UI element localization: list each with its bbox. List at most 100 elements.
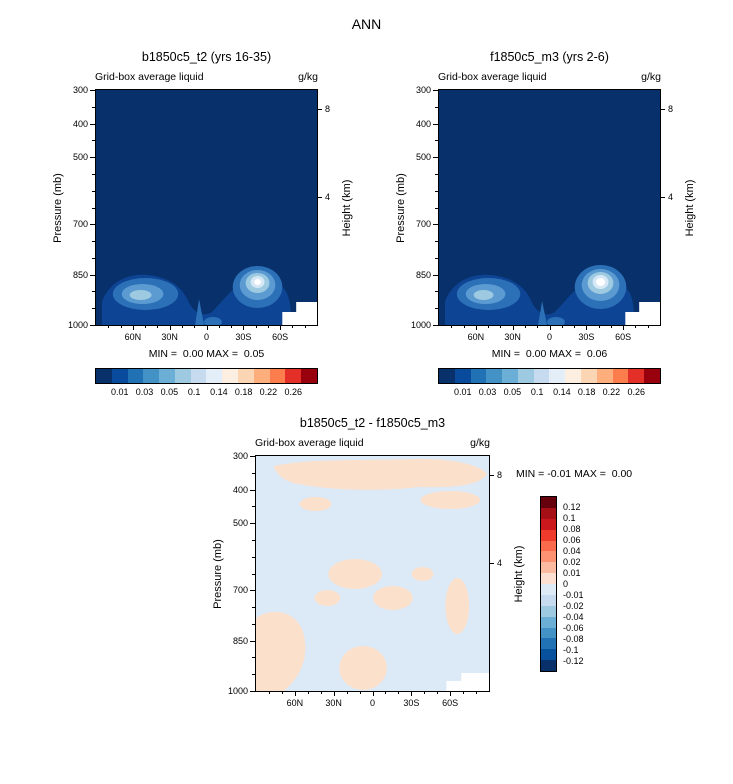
pressure-minor-tick <box>252 539 255 541</box>
difference-colorbar: 0.12 0.1 0.08 0.06 0.04 0.02 0.01 0 -0.01 -0.02 -0… <box>540 496 584 672</box>
latitude-minor-tick <box>267 325 269 328</box>
colorbar-cell <box>565 369 582 383</box>
pressure-minor-tick <box>92 207 95 209</box>
latitude-minor-tick <box>145 325 147 328</box>
colorbar-tick-label: 0.1 <box>530 387 544 397</box>
colorbar-cell <box>439 369 455 383</box>
panel-title: b1850c5_t2 - f1850c5_m3 <box>299 416 446 430</box>
height-tick-mark <box>489 562 494 564</box>
pressure-axis-label: Pressure (mb) <box>395 172 407 243</box>
colorbar-cell <box>612 369 629 383</box>
pressure-minor-tick <box>252 607 255 609</box>
latitude-minor-tick <box>463 325 465 328</box>
min-max-stats: MIN = 0.00 MAX = 0.05 <box>148 348 265 360</box>
latitude-minor-tick <box>476 691 478 694</box>
latitude-minor-tick <box>598 325 600 328</box>
colorbar-cell <box>541 540 556 552</box>
min-max-stats: MIN = -0.01 MAX = 0.00 <box>516 468 633 480</box>
latitude-minor-tick <box>194 325 196 328</box>
latitude-minor-tick <box>181 325 183 328</box>
pressure-tick-label: 400 <box>72 118 88 129</box>
colorbar-tick-label: -0.02 <box>563 601 584 611</box>
latitude-minor-tick <box>307 691 309 694</box>
colorbar-tick-label: -0.01 <box>563 590 584 600</box>
subtitle-row: Grid-box average liquid g/kg <box>255 437 490 449</box>
colorbar-cell <box>502 369 518 383</box>
min-max-stats: MIN = 0.00 MAX = 0.06 <box>491 348 608 360</box>
colorbar-tick-label: 0.05 <box>160 387 179 397</box>
latitude-minor-tick <box>500 325 502 328</box>
pressure-tick-mark <box>250 456 255 457</box>
latitude-tick-mark <box>450 691 452 696</box>
latitude-minor-tick <box>610 325 612 328</box>
field-label: Grid-box average liquid <box>255 437 364 449</box>
pressure-minor-tick <box>435 173 438 175</box>
height-tick-mark <box>489 474 494 476</box>
colorbar-cell <box>581 369 597 383</box>
colorbar-cell <box>541 594 556 606</box>
colorbar-tick-label: 0.14 <box>210 387 228 397</box>
positive-diff-band <box>273 458 488 490</box>
colorbar-tick-label: 0.06 <box>563 535 581 545</box>
latitude-tick-mark <box>333 691 335 696</box>
colorbar-tick-label: 0.26 <box>627 387 645 397</box>
pressure-tick-label: 850 <box>232 635 248 646</box>
pressure-tick-label: 700 <box>232 585 248 596</box>
colorbar-tick-label: 0.1 <box>563 513 576 523</box>
pressure-minor-tick <box>435 241 438 243</box>
colorbar-cell <box>470 369 487 383</box>
pressure-minor-tick <box>252 657 255 659</box>
colorbar-cell <box>253 369 270 383</box>
colorbar-tick-label: 0.05 <box>503 387 522 397</box>
pressure-tick-mark <box>250 523 255 525</box>
topography-mask <box>282 302 317 325</box>
colorbar-tick-label: -0.12 <box>563 656 584 666</box>
latitude-minor-tick <box>524 325 526 328</box>
colorbar-cell <box>174 369 191 383</box>
colorbar-cell <box>111 369 128 383</box>
colorbar-cell <box>143 369 160 383</box>
panel-case2: f1850c5_m3 (yrs 2-6) Grid-box average li… <box>395 50 696 399</box>
pressure-tick-mark <box>90 157 95 159</box>
pressure-tick-label: 850 <box>72 269 88 280</box>
latitude-minor-tick <box>463 691 465 694</box>
latitude-minor-tick <box>635 325 637 328</box>
latitude-tick-mark <box>280 325 282 330</box>
pressure-minor-tick <box>92 190 95 192</box>
latitude-tick-label: 30N <box>504 332 521 342</box>
latitude-minor-tick <box>292 325 294 328</box>
pressure-minor-tick <box>92 308 95 310</box>
latitude-minor-tick <box>451 325 453 328</box>
pressure-tick-label: 500 <box>415 152 431 163</box>
height-tick-label: 4 <box>497 557 503 568</box>
pressure-axis-label: Pressure (mb) <box>52 172 64 243</box>
latitude-minor-tick <box>120 325 122 328</box>
latitude-minor-tick <box>255 325 257 328</box>
height-axis-label: Height (km) <box>684 179 696 236</box>
pressure-tick-label: 500 <box>72 152 88 163</box>
contour-field <box>439 90 660 325</box>
height-axis-label: Height (km) <box>341 179 353 236</box>
latitude-minor-tick <box>424 691 426 694</box>
colorbar-labels: 0.12 0.1 0.08 0.06 0.04 0.02 0.01 0 -0.01 -0.02 -0… <box>563 496 607 672</box>
pressure-tick-mark <box>90 325 95 326</box>
pressure-tick-mark <box>90 123 95 125</box>
latitude-tick-mark <box>475 325 477 330</box>
pressure-tick-label: 500 <box>232 518 248 529</box>
latitude-tick-label: 30S <box>235 332 252 342</box>
latitude-minor-tick <box>437 691 439 694</box>
latitude-tick-mark <box>169 325 171 330</box>
latitude-tick-mark <box>549 325 551 330</box>
height-tick-mark <box>317 196 322 198</box>
units-label: g/kg <box>470 437 490 449</box>
latitude-minor-tick <box>281 691 283 694</box>
colorbar-cell <box>644 369 660 383</box>
latitude-tick-mark <box>206 325 208 330</box>
latitude-minor-tick <box>231 325 233 328</box>
latitude-minor-tick <box>346 691 348 694</box>
colorbar-tick-label: 0.02 <box>563 557 581 567</box>
height-tick-label: 4 <box>325 191 331 202</box>
latitude-tick-mark <box>512 325 514 330</box>
pressure-minor-tick <box>252 573 255 575</box>
latitude-tick-label: 0 <box>369 698 376 708</box>
